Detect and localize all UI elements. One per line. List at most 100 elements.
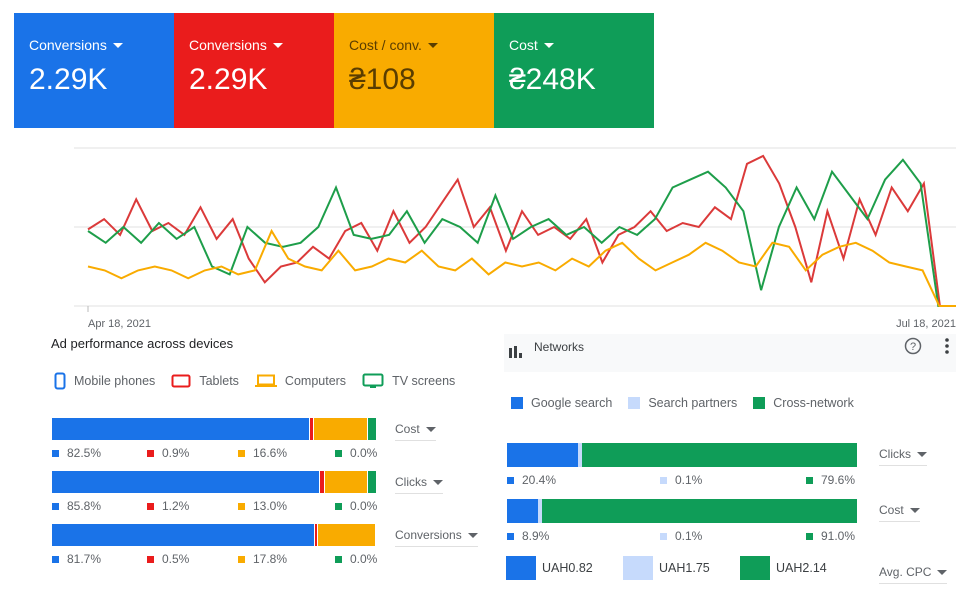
scorecard-label: Cost / conv.: [349, 37, 422, 53]
percent-value: 20.4%: [522, 473, 557, 487]
scorecard[interactable]: Conversions 2.29K: [14, 13, 174, 128]
metric-dropdown[interactable]: Avg. CPC: [879, 565, 948, 584]
percent-value: 1.2%: [162, 499, 190, 513]
bar-segment: [581, 443, 857, 467]
percent-label: 85.8%: [52, 499, 101, 513]
metric-dropdown[interactable]: Clicks: [395, 475, 443, 494]
caret-down-icon[interactable]: [427, 42, 438, 48]
legend-item[interactable]: TV screens: [362, 373, 455, 389]
caret-down-icon[interactable]: [543, 42, 554, 48]
dropdown-value: Conversions: [395, 528, 462, 542]
legend-swatch: [238, 502, 245, 510]
bar-segment: [375, 524, 376, 546]
percent-value: 0.0%: [350, 446, 378, 460]
caret-down-icon: [909, 507, 920, 513]
devices-legend: Mobile phones Tablets Computers TV screens: [54, 372, 471, 390]
percent-value: 8.9%: [522, 529, 550, 543]
scorecard[interactable]: Cost ₴248K: [494, 13, 654, 128]
percent-value: 0.5%: [162, 552, 190, 566]
percent-label: 0.5%: [147, 552, 189, 566]
legend-swatch: [511, 397, 523, 409]
caret-down-icon: [425, 426, 436, 432]
legend-swatch: [753, 397, 766, 409]
percent-value: 0.0%: [350, 552, 378, 566]
legend-item[interactable]: Google search: [511, 396, 612, 410]
percent-label: 0.0%: [335, 499, 377, 513]
legend-item[interactable]: Tablets: [171, 374, 239, 388]
cpc-item: UAH2.14: [740, 556, 827, 580]
bar-segment: [312, 418, 367, 440]
cpc-value: UAH0.82: [542, 561, 593, 575]
laptop-icon: [254, 374, 277, 388]
caret-down-icon: [917, 451, 927, 457]
bar-segment: [324, 471, 367, 493]
networks-header: Networks ?: [504, 334, 956, 372]
percent-value: 16.6%: [253, 446, 288, 460]
bar-segment: [366, 471, 376, 493]
legend-swatch: [507, 532, 514, 540]
device-bar: [52, 524, 376, 546]
scorecard[interactable]: Cost / conv. ₴108: [334, 13, 494, 128]
percent-value: 0.9%: [162, 446, 190, 460]
svg-text:?: ?: [910, 341, 916, 353]
legend-item[interactable]: Computers: [254, 374, 346, 388]
scorecards: Conversions 2.29K Conversions 2.29K Cost /…: [14, 13, 654, 128]
legend-item[interactable]: Mobile phones: [54, 372, 155, 390]
cpc-value: UAH1.75: [659, 561, 710, 575]
legend-swatch: [335, 555, 342, 563]
legend-swatch: [52, 555, 59, 563]
legend-label: Tablets: [199, 374, 239, 388]
percent-value: 85.8%: [67, 499, 102, 513]
legend-swatch: [507, 476, 514, 484]
percent-value: 79.6%: [821, 473, 856, 487]
networks-title: Networks: [534, 340, 585, 354]
bar-chart-icon: [509, 346, 522, 358]
legend-label: Mobile phones: [74, 374, 156, 388]
network-bar: [507, 443, 857, 467]
bar-segment: [537, 499, 542, 523]
dropdown-value: Cost: [879, 503, 904, 517]
legend-item[interactable]: Cross-network: [753, 396, 854, 410]
caret-down-icon: [937, 569, 948, 575]
percent-value: 17.8%: [253, 552, 288, 566]
percent-label: 81.7%: [52, 552, 101, 566]
cpc-item: UAH0.82: [506, 556, 593, 580]
percent-label: 82.5%: [52, 446, 101, 460]
percent-value: 13.0%: [253, 499, 288, 513]
percent-label: 91.0%: [806, 529, 855, 543]
series-line: [87, 158, 956, 307]
caret-down-icon[interactable]: [112, 42, 123, 48]
series-line: [87, 228, 956, 307]
percent-label: 0.9%: [147, 446, 189, 460]
networks-legend: Google search Search partners Cross-networ…: [511, 396, 870, 410]
percent-label: 0.1%: [660, 473, 702, 487]
percent-value: 91.0%: [821, 529, 856, 543]
metric-dropdown[interactable]: Cost: [395, 422, 436, 441]
legend-swatch: [506, 556, 536, 580]
series-line: [87, 154, 956, 307]
bar-segment: [541, 499, 857, 523]
scorecard[interactable]: Conversions 2.29K: [174, 13, 334, 128]
percent-value: 0.0%: [350, 499, 378, 513]
bar-segment: [507, 499, 538, 523]
x-tick-label: Jul 18, 2021: [896, 318, 956, 330]
percent-value: 82.5%: [67, 446, 102, 460]
percent-label: 20.4%: [507, 473, 556, 487]
device-bar: [52, 418, 376, 440]
legend-swatch: [335, 502, 342, 510]
more-vert-icon[interactable]: [944, 337, 950, 355]
caret-down-icon[interactable]: [272, 42, 283, 48]
cpc-item: UAH1.75: [623, 556, 710, 580]
legend-swatch: [147, 555, 154, 563]
legend-swatch: [147, 502, 154, 510]
network-bar: [507, 499, 857, 523]
metric-dropdown[interactable]: Clicks: [879, 447, 927, 466]
metric-dropdown[interactable]: Conversions: [395, 528, 478, 547]
legend-swatch: [628, 397, 641, 409]
legend-item[interactable]: Search partners: [628, 396, 737, 410]
x-tick-label: Apr 18, 2021: [88, 318, 151, 330]
percent-label: 13.0%: [238, 499, 287, 513]
metric-dropdown[interactable]: Cost: [879, 503, 920, 522]
bar-segment: [316, 524, 375, 546]
help-icon[interactable]: ?: [904, 337, 922, 355]
